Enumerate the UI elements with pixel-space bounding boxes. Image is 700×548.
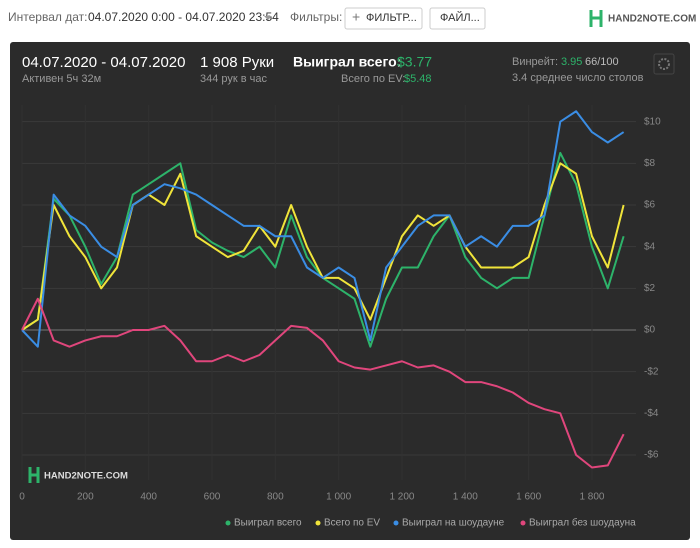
logo-icon bbox=[589, 10, 603, 27]
ev-label: Всего по EV: bbox=[341, 73, 405, 85]
watermark-icon bbox=[28, 467, 40, 483]
y-tick-label: $8 bbox=[644, 158, 656, 169]
filter-button-label: ФИЛЬТР... bbox=[366, 12, 417, 24]
y-tick-label: $2 bbox=[644, 283, 656, 294]
y-tick-label: $0 bbox=[644, 325, 656, 336]
legend-label: Выиграл на шоудауне bbox=[402, 518, 505, 529]
date-label: Интервал дат: bbox=[8, 10, 87, 24]
x-tick-label: 200 bbox=[77, 492, 94, 503]
panel bbox=[10, 42, 690, 540]
y-tick-label: -$6 bbox=[644, 450, 659, 461]
x-tick-label: 800 bbox=[267, 492, 284, 503]
winrate-label: Винрейт: bbox=[512, 56, 558, 68]
date-range[interactable]: 04.07.2020 0:00 - 04.07.2020 23:54 bbox=[88, 10, 279, 24]
file-button[interactable] bbox=[429, 7, 486, 30]
x-tick-label: 1 600 bbox=[516, 492, 541, 503]
period: 04.07.2020 - 04.07.2020 bbox=[22, 54, 185, 71]
series-line bbox=[21, 110, 625, 348]
plus-icon: + bbox=[352, 9, 360, 25]
y-tick-label: -$4 bbox=[644, 408, 659, 419]
legend-label: Выиграл всего bbox=[234, 518, 302, 529]
gear-icon bbox=[658, 58, 670, 70]
legend-marker bbox=[225, 520, 231, 526]
winrate-rest: 66/100 bbox=[585, 56, 619, 68]
file-button-label: ФАЙЛ... bbox=[440, 11, 480, 24]
y-tick-label: $4 bbox=[644, 241, 656, 252]
legend-marker bbox=[393, 520, 399, 526]
active: Активен 5ч 32м bbox=[22, 73, 101, 85]
won-label: Выиграл всего: bbox=[293, 54, 401, 70]
legend-marker bbox=[520, 520, 526, 526]
watermark: HAND2NOTE.COM bbox=[44, 471, 128, 482]
y-tick-label: -$2 bbox=[644, 366, 659, 377]
y-tick-label: $6 bbox=[644, 200, 656, 211]
settings-button[interactable] bbox=[653, 53, 675, 75]
tables: 3.4 среднее число столов bbox=[512, 72, 644, 84]
legend-label: Выиграл без шоудауна bbox=[529, 517, 636, 529]
filters-label: Фильтры: bbox=[290, 10, 342, 24]
legend-label: Всего по EV bbox=[324, 518, 380, 529]
x-tick-label: 1 400 bbox=[453, 492, 478, 503]
winrate-value: 3.95 bbox=[561, 56, 582, 68]
won-value: $3.77 bbox=[397, 54, 432, 70]
legend-marker bbox=[315, 520, 321, 526]
filter-button[interactable] bbox=[344, 7, 423, 30]
logo: HAND2NOTE.COM bbox=[608, 14, 696, 25]
x-tick-label: 400 bbox=[140, 492, 157, 503]
x-tick-label: 0 bbox=[19, 492, 25, 503]
y-tick-label: $10 bbox=[644, 116, 661, 127]
dropdown-arrow[interactable] bbox=[264, 16, 272, 20]
hands-per-hour: 344 рук в час bbox=[200, 73, 268, 85]
x-tick-label: 1 000 bbox=[326, 492, 351, 503]
series-line bbox=[21, 297, 625, 469]
ev-value: $5.48 bbox=[404, 73, 432, 85]
x-tick-label: 1 200 bbox=[389, 492, 414, 503]
x-tick-label: 1 800 bbox=[579, 492, 604, 503]
x-tick-label: 600 bbox=[204, 492, 221, 503]
hands: 1 908 Руки bbox=[200, 54, 274, 71]
